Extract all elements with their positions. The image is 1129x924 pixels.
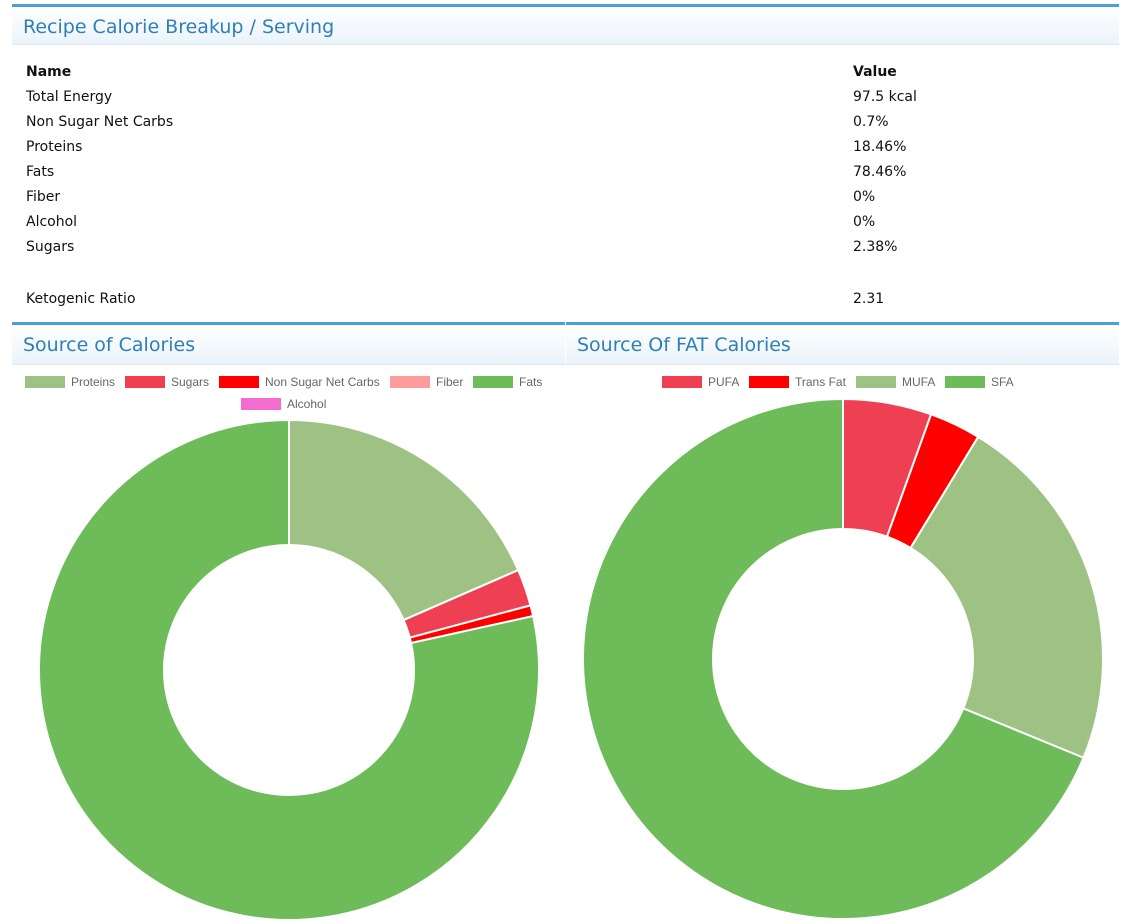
legend-item-sfa[interactable]: SFA [945,374,1014,389]
legend-item-fiber[interactable]: Fiber [390,374,464,389]
row-name: Proteins [26,139,83,155]
row-value: 0% [853,189,876,205]
legend-item-fats[interactable]: Fats [473,374,543,389]
legend-label: PUFA [708,374,740,389]
slice-proteins[interactable] [288,418,520,622]
row-value: 0.7% [853,114,889,130]
fat-calories-title: Source Of FAT Calories [577,334,791,356]
row-name: Sugars [26,239,75,255]
row-value: 18.46% [853,139,907,155]
row-name: Alcohol [26,214,78,230]
legend-item-alcohol[interactable]: Alcohol [241,396,327,411]
legend-label: Sugars [171,374,210,389]
legend-label: Proteins [71,374,116,389]
calorie-breakup-header: Recipe Calorie Breakup / Serving [12,4,1119,45]
ketogenic-ratio-label: Ketogenic Ratio [26,291,136,307]
source-of-calories-panel: Source of Calories [12,322,565,366]
row-value: 2.38% [853,239,898,255]
legend-swatch [473,375,513,388]
legend-swatch [856,375,896,388]
slice-mufa[interactable] [909,435,1104,760]
legend-item-pufa[interactable]: PUFA [662,374,740,389]
legend-swatch [390,375,430,388]
row-name: Non Sugar Net Carbs [26,114,174,130]
source-of-calories-header: Source of Calories [12,322,565,365]
legend-swatch [662,375,702,388]
legend-label: MUFA [902,374,936,389]
legend-label: Fats [519,374,543,389]
source-of-calories-title: Source of Calories [23,334,196,356]
legend-swatch [25,375,65,388]
slice-sfa[interactable] [582,397,1085,920]
value-column-header: Value [853,64,897,80]
legend-swatch [749,375,789,388]
legend-label: Trans Fat [795,374,846,389]
legend-item-sugars[interactable]: Sugars [125,374,210,389]
name-column-header: Name [26,64,72,80]
legend-swatch [125,375,165,388]
row-value: 78.46% [853,164,907,180]
legend-swatch [219,375,259,388]
fat-calories-header: Source Of FAT Calories [566,322,1119,365]
fat-calories-donut-chart [582,397,1104,920]
legend-item-trans-fat[interactable]: Trans Fat [749,374,846,389]
legend-label: SFA [991,374,1014,389]
slice-fats[interactable] [38,418,540,921]
calorie-breakup-panel: Recipe Calorie Breakup / Serving Name Va… [12,4,1119,320]
row-value: 0% [853,214,876,230]
calorie-breakup-title: Recipe Calorie Breakup / Serving [23,16,335,38]
calories-donut-chart [38,418,540,921]
row-name: Fiber [26,189,61,205]
legend-item-non-sugar-net-carbs[interactable]: Non Sugar Net Carbs [219,374,380,389]
legend-item-proteins[interactable]: Proteins [25,374,116,389]
ketogenic-ratio-value: 2.31 [853,291,885,307]
row-value: 97.5 kcal [853,89,917,105]
legend-label: Alcohol [287,396,327,411]
legend-swatch [241,397,281,410]
legend-swatch [945,375,985,388]
legend-label: Fiber [436,374,464,389]
row-name: Fats [26,164,55,180]
fat-calories-panel: Source Of FAT Calories [566,322,1119,366]
legend-item-mufa[interactable]: MUFA [856,374,936,389]
row-name: Total Energy [26,89,113,105]
legend-label: Non Sugar Net Carbs [265,374,380,389]
